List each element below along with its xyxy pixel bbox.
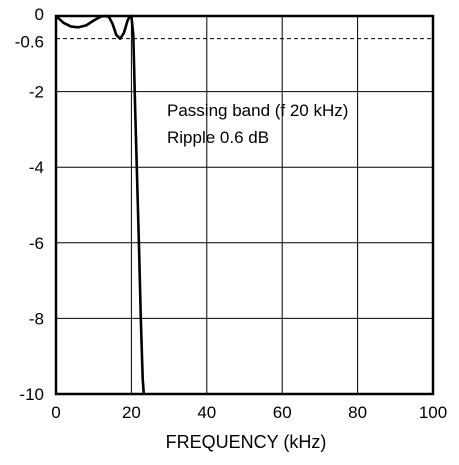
y-tick-label: -8 — [29, 309, 44, 328]
y-tick-label: -6 — [29, 234, 44, 253]
series-line-response — [55, 14, 146, 395]
x-tick-label: 80 — [348, 403, 367, 422]
annotation-ripple: Ripple 0.6 dB — [167, 128, 269, 147]
x-tick-label: 100 — [419, 403, 447, 422]
x-tick-label: 0 — [51, 403, 60, 422]
y-tick-label: 0 — [35, 5, 44, 24]
y-tick-label: -4 — [29, 158, 44, 177]
y-tick-label: -10 — [19, 385, 44, 404]
grid — [56, 16, 433, 394]
plot-frame — [54, 14, 435, 396]
x-tick-labels: 0 20 40 60 80 100 — [51, 403, 447, 422]
y-tick-labels: 0 -0.6 -2 -4 -6 -8 -10 — [15, 5, 44, 404]
x-axis-label: FREQUENCY (kHz) — [166, 432, 327, 452]
x-tick-label: 20 — [122, 403, 141, 422]
annotation-passing-band: Passing band (f 20 kHz) — [167, 101, 348, 120]
y-tick-label: -2 — [29, 83, 44, 102]
x-tick-label: 40 — [197, 403, 216, 422]
y-tick-label: -0.6 — [15, 33, 44, 52]
x-tick-label: 60 — [273, 403, 292, 422]
